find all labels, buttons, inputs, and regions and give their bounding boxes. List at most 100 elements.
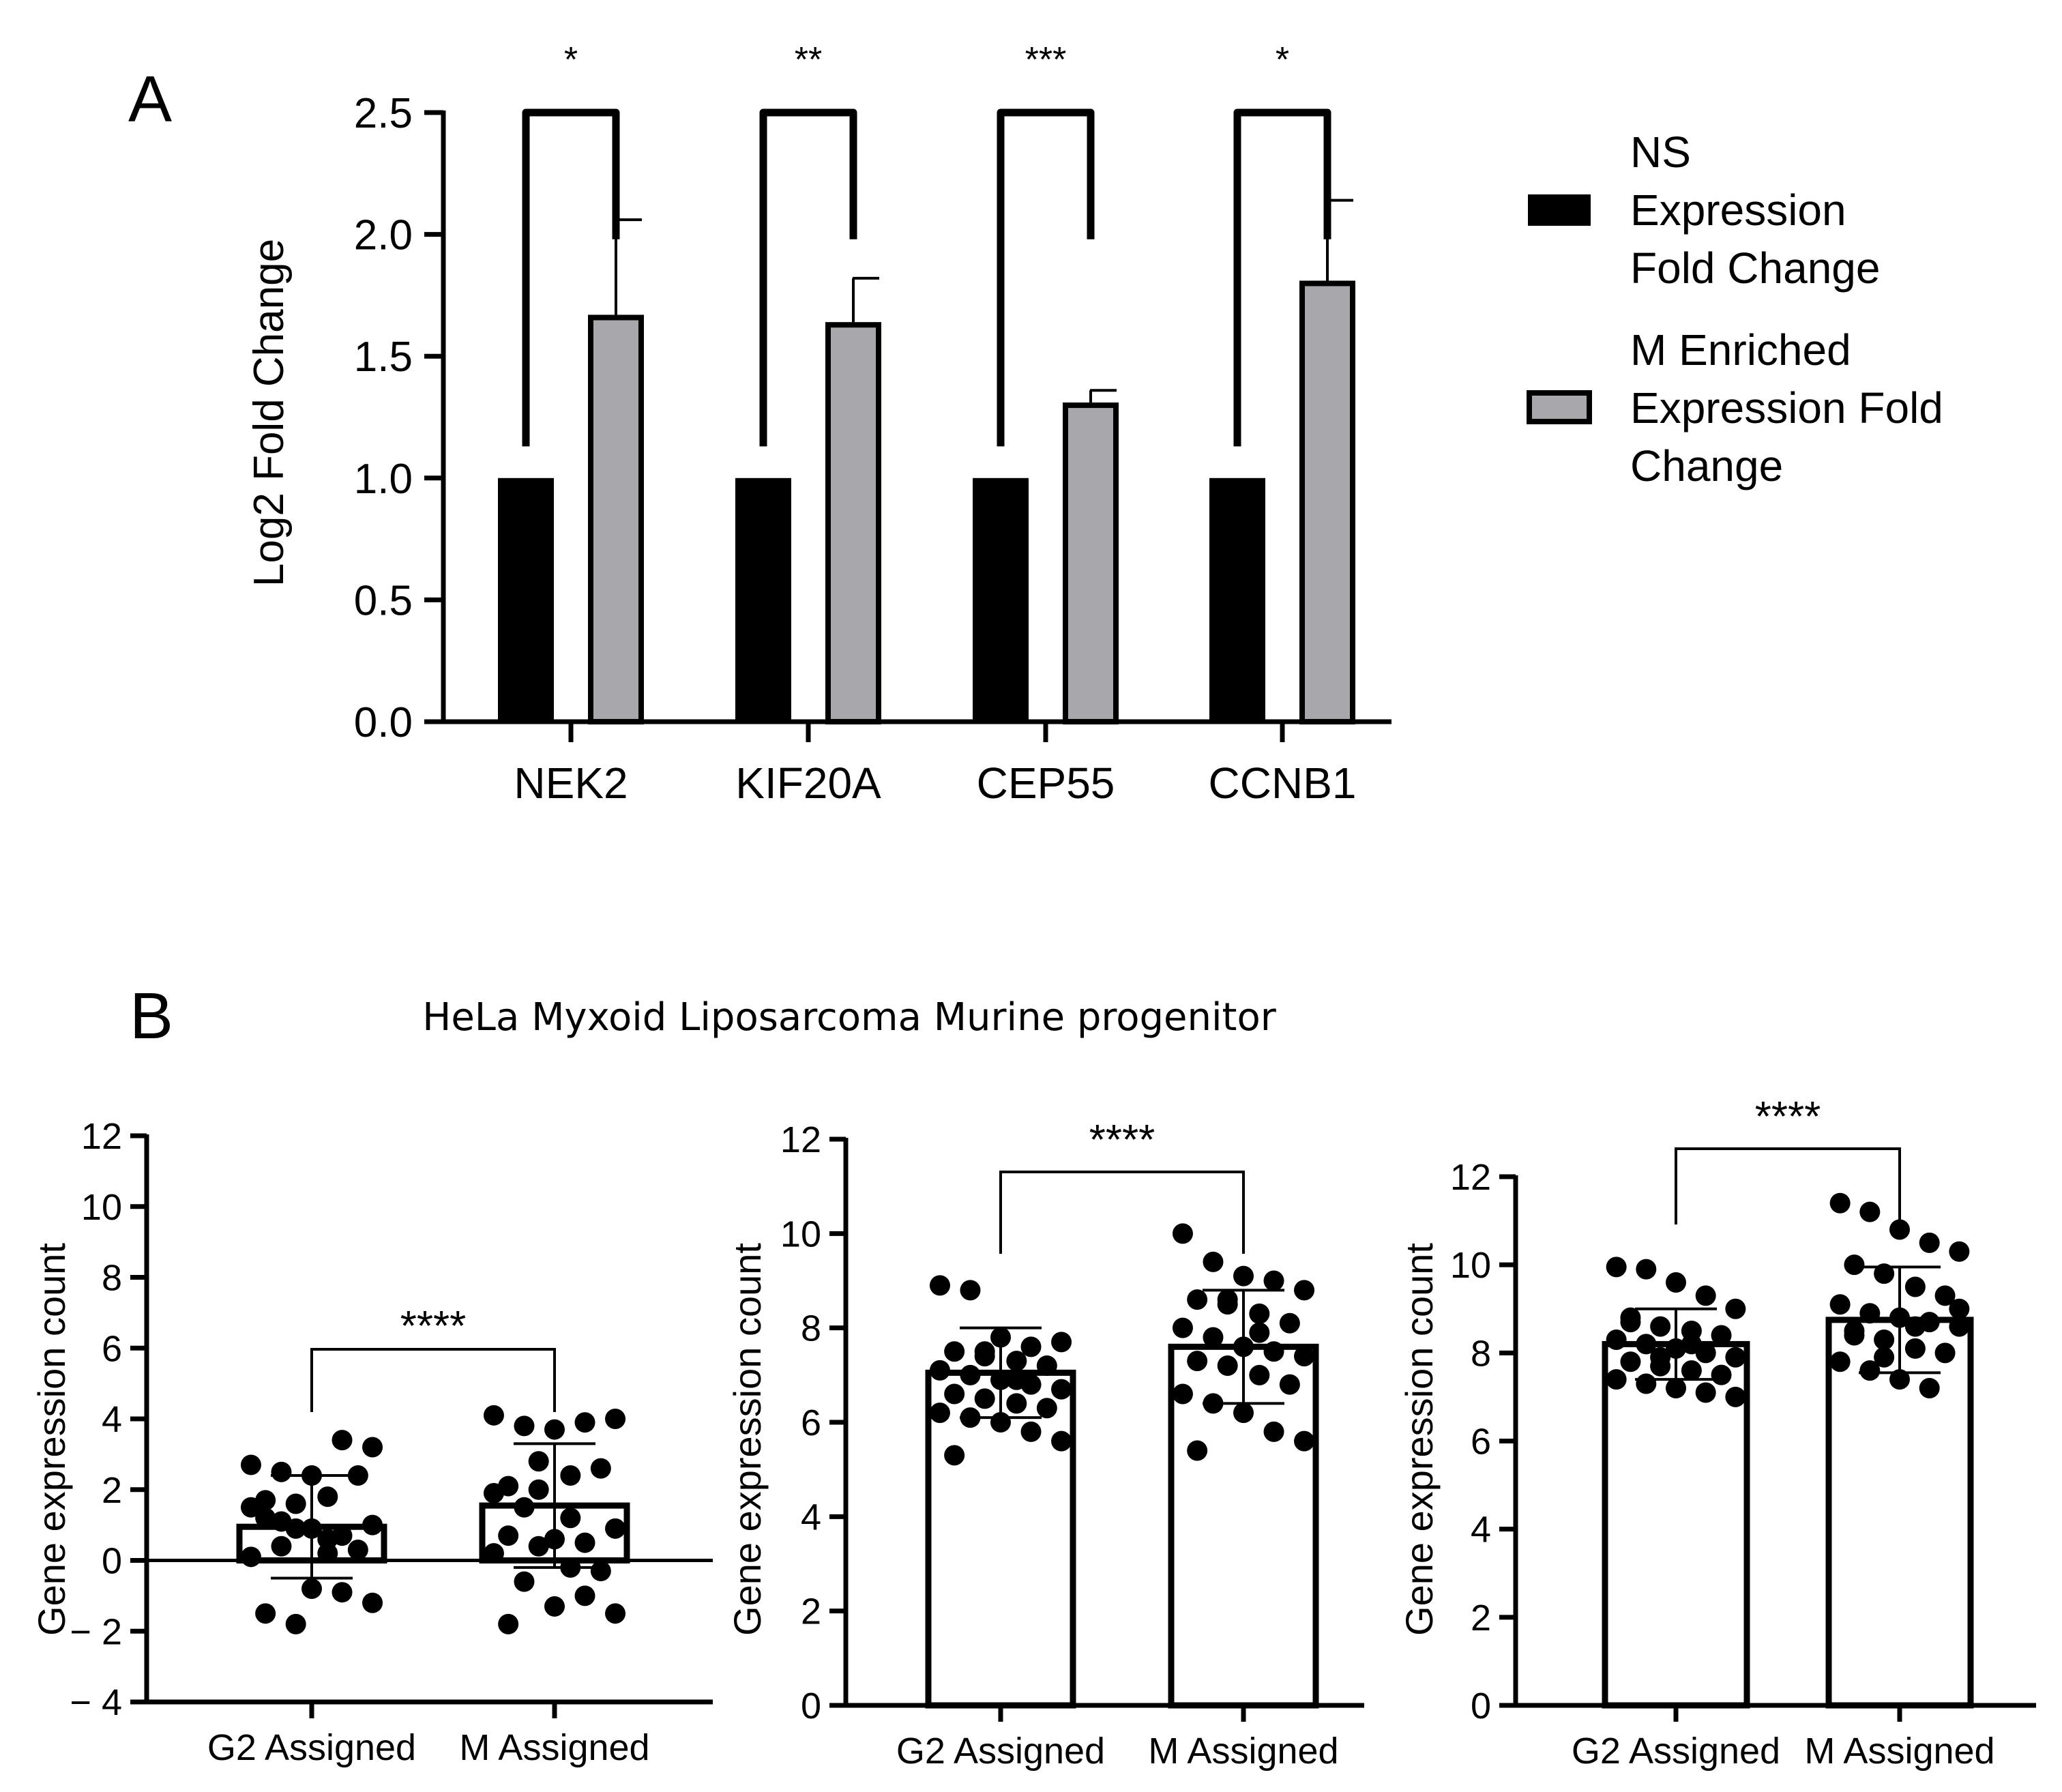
- chartB3-data-point: [1949, 1298, 1970, 1319]
- chartB2-data-point: [1006, 1351, 1027, 1372]
- chartB3-data-point: [1904, 1338, 1926, 1359]
- chartB3-data-point: [1711, 1364, 1732, 1385]
- chartB3-data-point: [1606, 1257, 1627, 1278]
- chartB1-data-point: [590, 1561, 611, 1582]
- chart-a-ytick-label: 2.0: [354, 212, 413, 259]
- chartB3-data-point: [1874, 1263, 1895, 1284]
- chartB2-data-point: [1249, 1322, 1270, 1343]
- chart-a-significance-bracket: [522, 108, 620, 447]
- chartB2-data-point: [1263, 1341, 1284, 1362]
- chartB2-data-point: [1249, 1303, 1270, 1324]
- chart-a-significance-label: *: [1276, 40, 1289, 80]
- chartB3-data-point: [1859, 1303, 1881, 1324]
- chartB1-data-point: [574, 1532, 595, 1553]
- chartB2-data-point: [960, 1280, 981, 1301]
- chartB3-data-point: [1829, 1192, 1851, 1214]
- chartB3-data-point: [1725, 1298, 1746, 1319]
- chart-a-bar-ns: [973, 478, 1029, 722]
- chartB3-data-point: [1725, 1347, 1746, 1368]
- chartB2-data-point: [1203, 1327, 1224, 1348]
- chart-a-significance-label: **: [795, 40, 822, 80]
- chartB1-data-point: [498, 1525, 519, 1546]
- chartB2-data-point: [1203, 1251, 1224, 1272]
- legend-ns-line1: NS: [1630, 128, 1691, 177]
- chartB3-significance-label: ****: [1755, 1093, 1821, 1141]
- chartB2-data-point: [1051, 1379, 1072, 1400]
- chartB2-data-point: [929, 1275, 950, 1296]
- chart-a-legend: NS Expression Fold Change M Enriched Exp…: [1527, 128, 1943, 490]
- chartB3-data-point: [1636, 1334, 1657, 1355]
- chartB1-data-point: [317, 1529, 338, 1550]
- chartB1-ytick-label: 8: [102, 1258, 122, 1299]
- chartB2-data-point: [1051, 1332, 1072, 1353]
- chartB2-data-point: [944, 1341, 965, 1362]
- chartB2-data-point: [1036, 1398, 1057, 1419]
- chartB3-data-point: [1889, 1369, 1910, 1390]
- chart-b3-ylabel: Gene expression count: [1398, 1243, 1441, 1636]
- chartB3-data-point: [1681, 1360, 1702, 1381]
- chartB2-ytick-label: 4: [801, 1497, 821, 1538]
- chartB2-data-point: [1233, 1402, 1254, 1424]
- chartB1-data-point: [528, 1451, 549, 1472]
- chartB3-data-point: [1919, 1232, 1940, 1253]
- chartB2-data-point: [1187, 1440, 1208, 1461]
- chartB1-data-point: [332, 1582, 353, 1603]
- chartB2-data-point: [1187, 1351, 1208, 1372]
- chartB2-data-point: [1172, 1223, 1193, 1244]
- chartB3-ytick-label: 0: [1471, 1686, 1491, 1727]
- chartB3-ytick-label: 4: [1471, 1510, 1491, 1551]
- chartB2-ytick-label: 0: [801, 1686, 821, 1727]
- chartB3-ytick-label: 10: [1450, 1245, 1491, 1286]
- chartB1-data-point: [560, 1508, 581, 1529]
- chartB2-data-point: [1020, 1421, 1042, 1442]
- chartB3-xtick-label: M Assigned: [1804, 1731, 1994, 1772]
- chartB2-ytick-label: 2: [801, 1591, 821, 1632]
- chartB3-ytick-label: 12: [1450, 1157, 1491, 1198]
- chart-a-ytick-label: 2.5: [354, 90, 413, 137]
- chartB3-data-point: [1859, 1360, 1881, 1381]
- chartB2-data-point: [1020, 1336, 1042, 1357]
- chartB3-data-point: [1904, 1276, 1926, 1297]
- chartB3-data-point: [1844, 1325, 1865, 1346]
- chartB3-data-point: [1666, 1272, 1686, 1293]
- chartB1-significance-label: ****: [400, 1303, 467, 1350]
- chartB1-data-point: [605, 1409, 626, 1429]
- chartB1-data-point: [285, 1493, 306, 1514]
- chart-a-ytick-label: 1.0: [354, 456, 413, 503]
- chart-a-significance-label: ***: [1025, 40, 1067, 80]
- chartB1-data-point: [271, 1536, 292, 1557]
- chartB1-xtick-label: M Assigned: [459, 1727, 649, 1768]
- chartB1-data-point: [285, 1613, 306, 1634]
- chartB1-data-point: [317, 1486, 338, 1508]
- chartB1-ytick-label: − 4: [70, 1682, 122, 1723]
- chartB2-data-point: [1294, 1280, 1315, 1301]
- chartB3-data-point: [1949, 1316, 1970, 1337]
- chart-a-significance-bracket: [997, 108, 1095, 447]
- chartB2-data-point: [974, 1388, 995, 1409]
- panel-label-a: A: [128, 63, 172, 136]
- chartB1-ytick-label: 0: [102, 1541, 122, 1582]
- chartB1-data-point: [514, 1571, 535, 1592]
- chart-b2-ylabel: Gene expression count: [726, 1243, 769, 1636]
- chartB3-significance-bracket: [1675, 1147, 1901, 1224]
- chartB1-ytick-label: 6: [102, 1328, 122, 1369]
- chart-a-ytick-label: 0.5: [354, 577, 413, 624]
- chartB2-data-point: [1036, 1355, 1057, 1376]
- chartB3-ytick-label: 2: [1471, 1598, 1491, 1639]
- chartB2-data-point: [1006, 1369, 1027, 1390]
- legend-m-line2: Expression Fold: [1630, 383, 1943, 432]
- chartB1-data-point: [483, 1482, 504, 1503]
- chartB3-data-point: [1650, 1316, 1671, 1337]
- chartB2-data-point: [1279, 1374, 1300, 1395]
- chartB1-data-point: [347, 1539, 368, 1560]
- chartB2-ytick-label: 8: [801, 1308, 821, 1349]
- chartB3-data-point: [1949, 1241, 1970, 1262]
- chart-b1-ylabel: Gene expression count: [30, 1243, 73, 1636]
- chartB3-data-point: [1919, 1378, 1940, 1398]
- chartB1-significance-bracket: [310, 1348, 556, 1412]
- chart-a-bar-m: [825, 322, 881, 724]
- chart-a-bar-m: [588, 314, 644, 724]
- chartB1-data-point: [590, 1458, 611, 1479]
- chart-a-xtick-label: KIF20A: [735, 759, 881, 808]
- chart-a-xtick-label: NEK2: [514, 759, 628, 808]
